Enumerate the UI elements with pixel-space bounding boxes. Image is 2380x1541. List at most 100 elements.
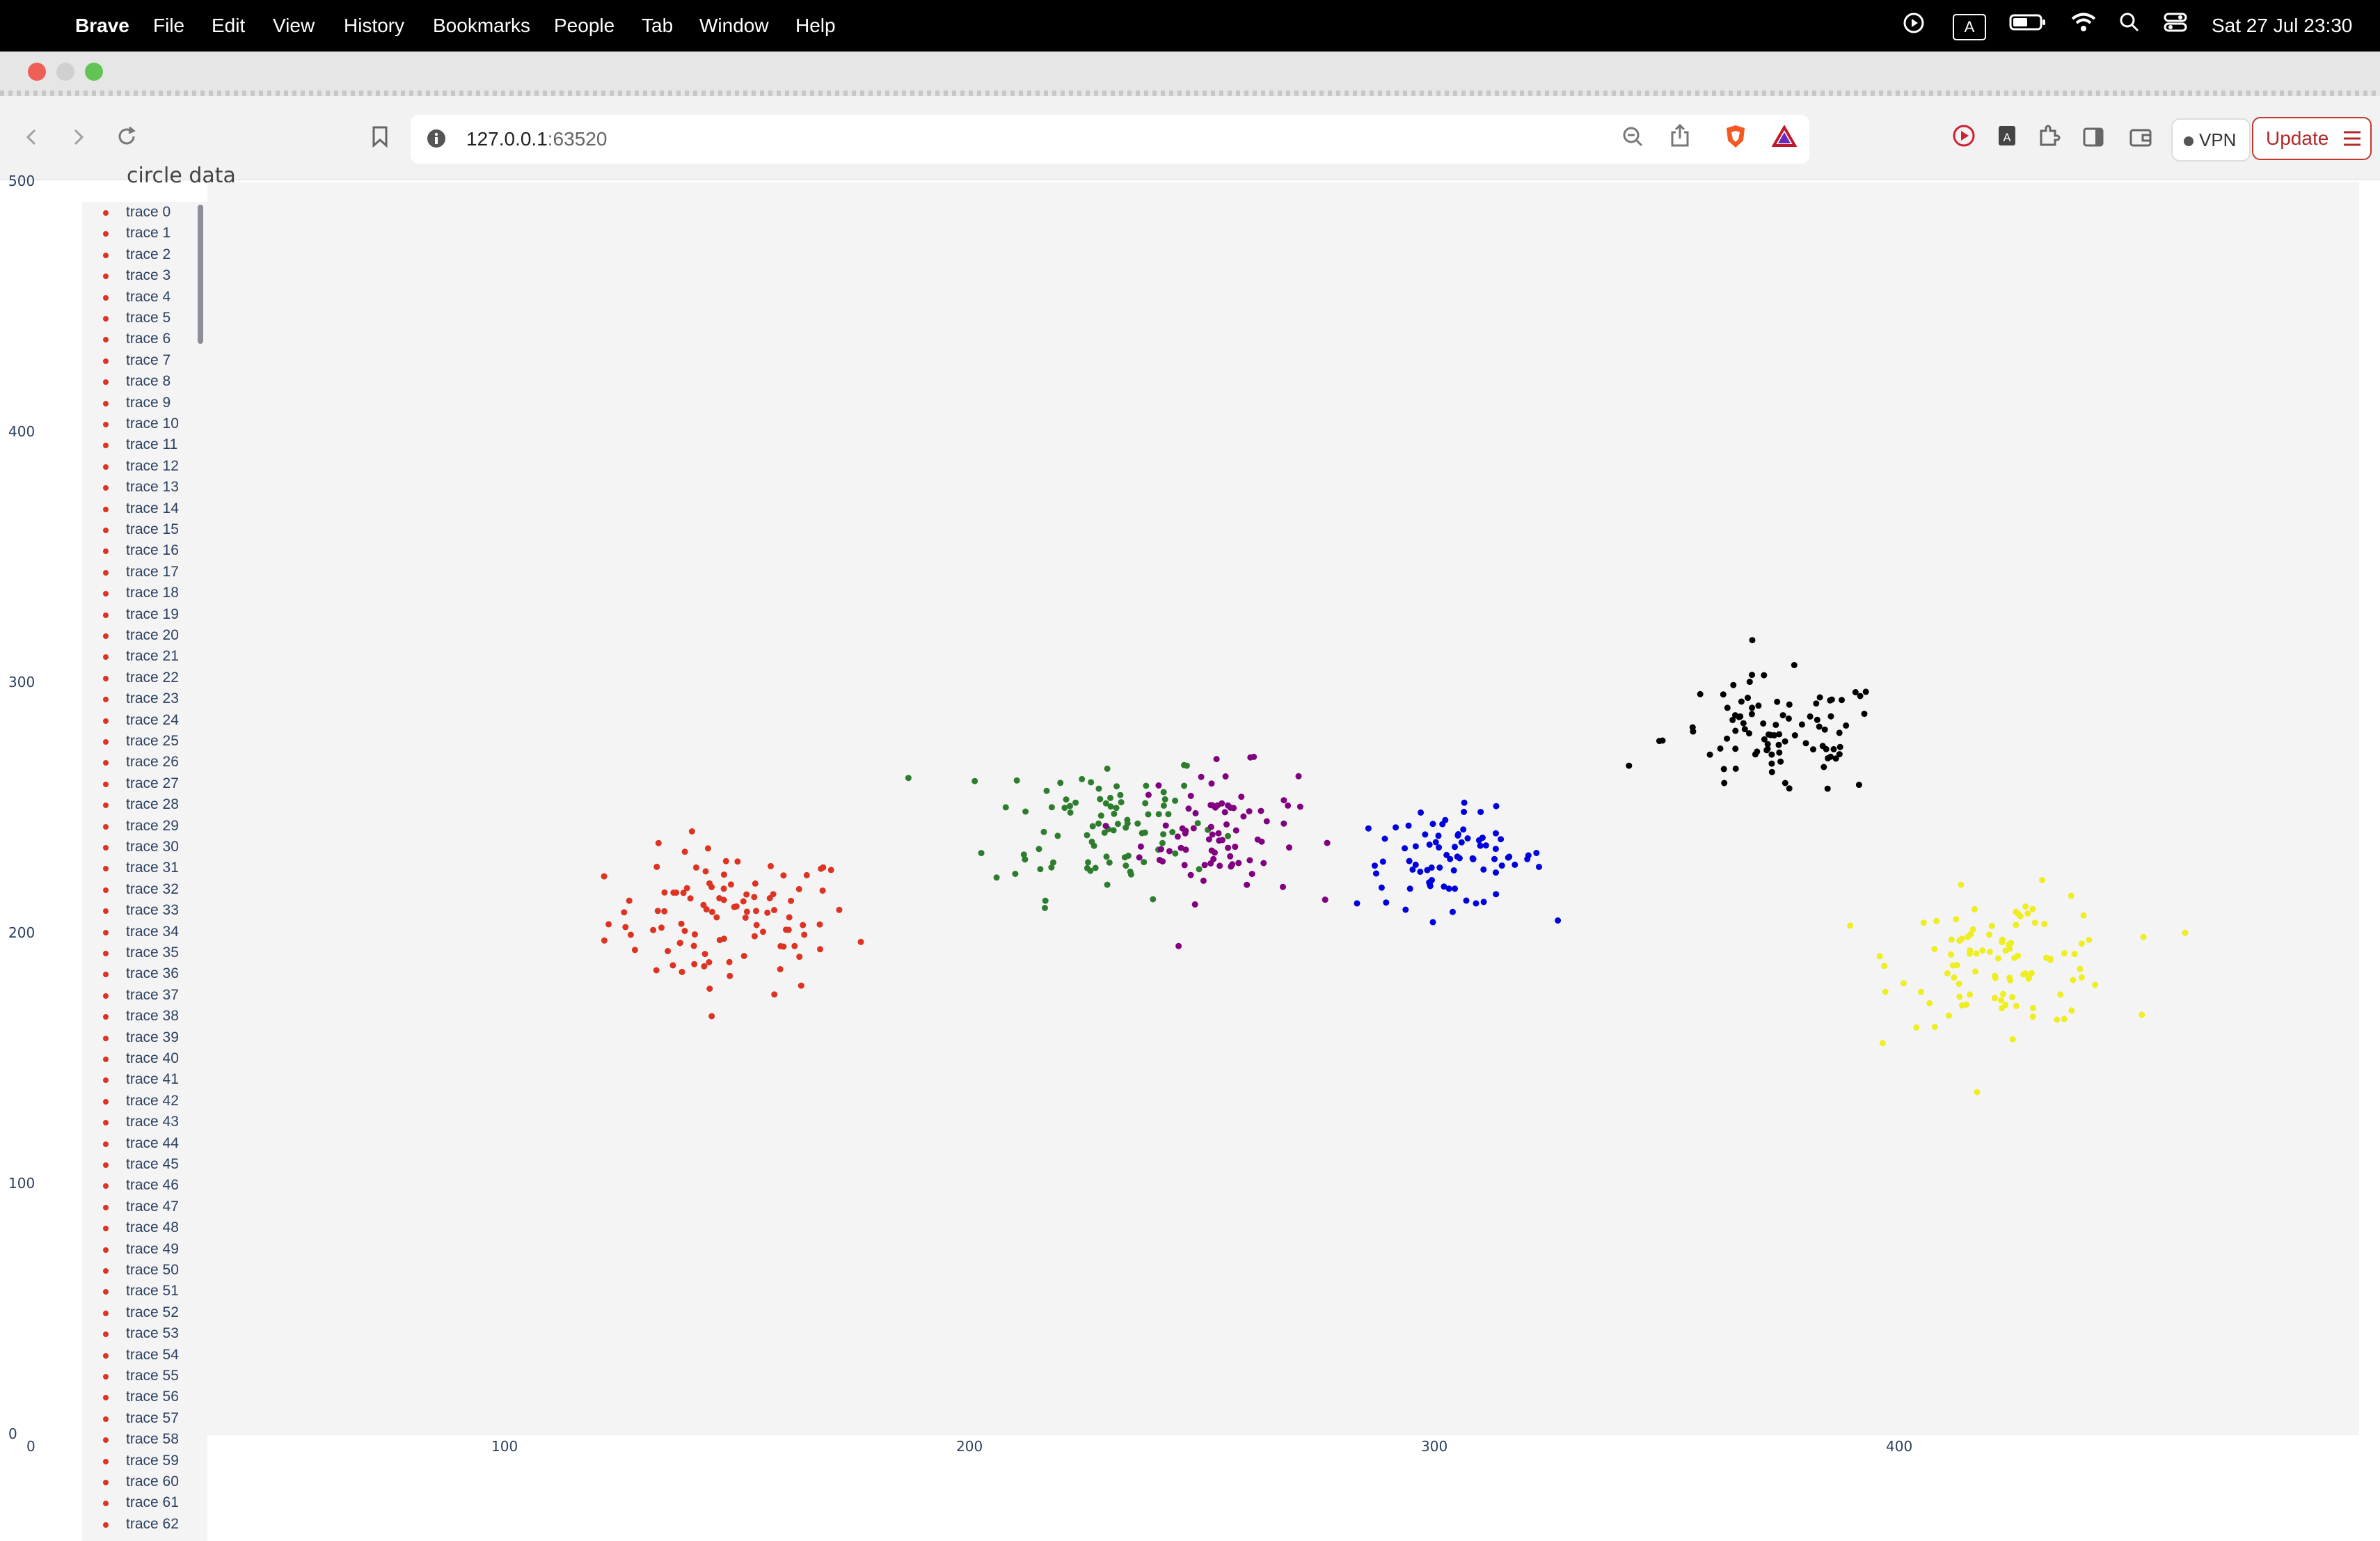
scatter-point[interactable] [669,962,676,969]
scatter-point[interactable] [2077,965,2084,972]
scatter-point[interactable] [1740,720,1747,727]
scatter-point[interactable] [1967,991,1974,998]
scatter-point[interactable] [1246,808,1253,815]
scatter-point[interactable] [1379,858,1386,865]
scatter-point[interactable] [803,871,810,878]
scatter-point[interactable] [1986,931,1992,938]
menu-view[interactable]: View [273,15,315,36]
scatter-point[interactable] [1258,807,1264,814]
scatter-point[interactable] [1426,841,1433,848]
scatter-point[interactable] [1048,864,1055,871]
brave-rewards-icon[interactable] [1769,124,1800,155]
scatter-point[interactable] [601,937,608,944]
scatter-point[interactable] [798,982,804,989]
legend-scrollbar[interactable] [198,205,203,344]
scatter-point[interactable] [1689,724,1696,731]
scatter-point[interactable] [1248,871,1255,878]
scatter-point[interactable] [1194,820,1201,827]
scatter-point[interactable] [1832,755,1839,762]
scatter-point[interactable] [1450,908,1456,915]
scatter-point[interactable] [2031,919,2038,926]
scatter-point[interactable] [1111,810,1118,817]
scatter-point[interactable] [1931,946,1938,953]
scatter-point[interactable] [1626,762,1633,769]
scatter-point[interactable] [2039,877,2046,884]
scatter-point[interactable] [1182,830,1189,837]
scatter-point[interactable] [1177,844,1184,851]
scatter-point[interactable] [777,942,784,949]
scatter-point[interactable] [1113,805,1120,812]
scatter-point[interactable] [1768,751,1775,758]
scatter-point[interactable] [1219,800,1225,807]
scatter-point[interactable] [1238,793,1245,800]
scatter-point[interactable] [1768,732,1775,738]
menu-help[interactable]: Help [795,15,836,36]
scatter-point[interactable] [971,777,978,784]
scatter-point[interactable] [1150,896,1157,903]
scatter-point[interactable] [1786,701,1793,708]
scatter-point[interactable] [1836,751,1843,758]
scatter-point[interactable] [1991,995,1998,1002]
scatter-point[interactable] [1417,869,1424,875]
scatter-point[interactable] [1776,731,1783,738]
scatter-point[interactable] [1965,933,1971,940]
site-info-icon[interactable] [421,125,452,156]
url-text[interactable]: 127.0.0.1:63520 [466,124,607,155]
scatter-point[interactable] [760,928,766,935]
scatter-point[interactable] [1373,870,1379,877]
scatter-point[interactable] [631,947,638,954]
scatter-point[interactable] [1043,787,1050,794]
scatter-point[interactable] [726,958,733,965]
scatter-point[interactable] [1143,782,1150,789]
legend-item[interactable]: trace 27 [82,773,207,794]
scatter-point[interactable] [1493,803,1500,809]
scatter-point[interactable] [1455,831,1461,837]
scatter-point[interactable] [796,954,803,961]
scatter-point[interactable] [2068,892,2074,899]
scatter-point[interactable] [1205,836,1212,843]
scatter-point[interactable] [679,968,685,975]
scatter-point[interactable] [1473,900,1479,907]
scatter-point[interactable] [1814,716,1820,723]
scatter-point[interactable] [1525,852,1532,859]
scatter-point[interactable] [1209,831,1216,838]
scatter-point[interactable] [1972,968,1978,975]
scatter-point[interactable] [1428,864,1435,871]
legend[interactable]: trace 0 trace 1 trace 2 trace 3 trace 4 trace… [82,202,207,1541]
scatter-point[interactable] [1764,741,1771,748]
scatter-point[interactable] [1450,867,1457,874]
scatter-point[interactable] [764,909,771,916]
scatter-point[interactable] [2030,1004,2036,1011]
scatter-point[interactable] [1729,716,1736,723]
scatter-point[interactable] [1061,805,1068,812]
scatter-point[interactable] [1491,855,1498,862]
scatter-point[interactable] [1445,885,1452,892]
scatter-point[interactable] [1412,843,1419,850]
menu-file[interactable]: File [153,15,185,36]
scatter-point[interactable] [1706,751,1713,758]
legend-item[interactable]: trace 39 [82,1027,207,1048]
scatter-point[interactable] [2139,1011,2145,1018]
scatter-point[interactable] [690,942,697,949]
scatter-point[interactable] [785,926,792,933]
scatter-point[interactable] [1732,727,1739,734]
scatter-point[interactable] [1836,743,1843,750]
scatter-point[interactable] [1746,730,1752,737]
legend-item[interactable]: trace 40 [82,1048,207,1069]
scatter-point[interactable] [770,891,777,898]
legend-item[interactable]: trace 47 [82,1196,207,1217]
scatter-point[interactable] [1235,860,1242,867]
scatter-point[interactable] [1036,846,1042,853]
scatter-point[interactable] [1986,949,1993,955]
scatter-point[interactable] [1161,796,1168,803]
scatter-point[interactable] [1207,802,1214,809]
scatter-point[interactable] [1227,853,1234,860]
scatter-point[interactable] [2029,1013,2036,1020]
scatter-point[interactable] [740,953,747,959]
scatter-point[interactable] [1145,791,1152,798]
scatter-point[interactable] [650,926,657,933]
scatter-point[interactable] [1185,805,1192,812]
menu-edit[interactable]: Edit [212,15,246,36]
scatter-point[interactable] [1155,782,1162,789]
legend-item[interactable]: trace 62 [82,1514,207,1535]
